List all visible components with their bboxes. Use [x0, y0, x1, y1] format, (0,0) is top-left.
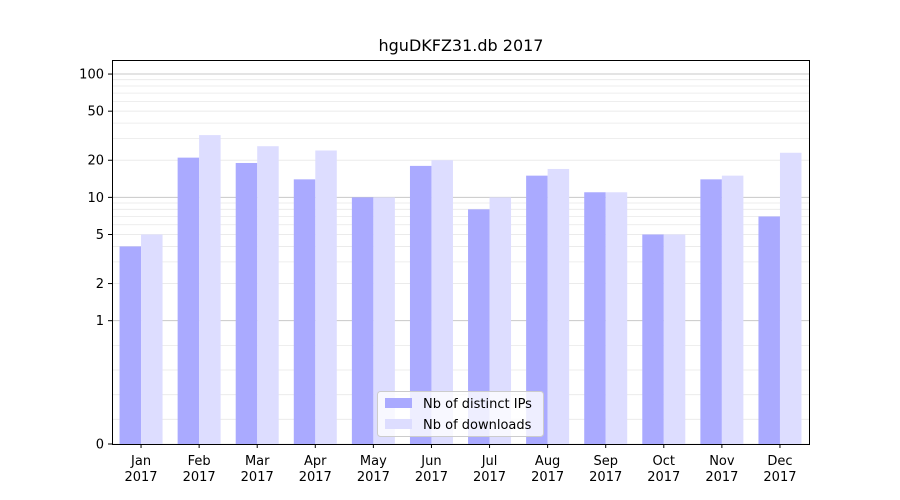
x-tick-label: Aug 2017	[531, 454, 564, 485]
bar-nb-of-distinct-ips-apr	[293, 179, 316, 444]
x-tick-label: May 2017	[357, 454, 390, 485]
bar-nb-of-distinct-ips-aug	[526, 175, 548, 444]
chart-title: hguDKFZ31.db 2017	[379, 36, 544, 55]
legend: Nb of distinct IPs Nb of downloads	[377, 391, 544, 437]
legend-frame	[377, 391, 544, 437]
x-tick-label: Nov 2017	[705, 454, 738, 485]
y-tick-label: 20	[87, 154, 104, 169]
bar-nb-of-downloads-nov	[721, 175, 744, 444]
legend-swatch	[385, 419, 412, 429]
x-tick-label: Sep 2017	[589, 454, 622, 485]
legend-label: Nb of distinct IPs	[423, 397, 532, 412]
y-axis: 0 1 2 5 10 20 50 100	[79, 68, 112, 453]
x-tick-label: Apr 2017	[299, 454, 332, 485]
bar-nb-of-downloads-mar	[257, 146, 279, 444]
bar-nb-of-distinct-ips-oct	[642, 234, 664, 444]
y-tick-label: 0	[96, 438, 104, 453]
x-tick-label: Jun 2017	[415, 454, 448, 485]
x-tick-label: Oct 2017	[647, 454, 680, 485]
bar-nb-of-downloads-oct	[663, 234, 686, 444]
bar-nb-of-downloads-dec	[779, 152, 802, 444]
bar-nb-of-distinct-ips-dec	[758, 216, 780, 444]
legend-label: Nb of downloads	[423, 418, 532, 433]
bar-nb-of-downloads-feb	[199, 135, 221, 444]
bars	[119, 135, 802, 444]
x-axis: Jan 2017 Feb 2017 Mar 2017 Apr 2017 May 2017 Jun 20…	[124, 444, 797, 485]
bar-nb-of-distinct-ips-mar	[235, 162, 258, 444]
y-tick-label: 5	[96, 228, 104, 243]
bar-nb-of-downloads-jan	[141, 234, 163, 444]
bar-nb-of-downloads-jun	[431, 160, 453, 444]
bar-nb-of-downloads-jul	[489, 197, 512, 444]
y-tick-label: 1	[96, 314, 104, 329]
bar-nb-of-distinct-ips-jan	[119, 246, 142, 444]
x-tick-label: Mar 2017	[241, 454, 274, 485]
x-tick-label: Jul 2017	[473, 454, 506, 485]
y-tick-label: 10	[87, 191, 104, 206]
bar-nb-of-distinct-ips-jul	[468, 209, 490, 444]
bar-nb-of-distinct-ips-may	[351, 197, 374, 444]
bar-nb-of-distinct-ips-jun	[409, 165, 432, 444]
bar-nb-of-downloads-may	[373, 197, 395, 444]
y-tick-label: 2	[96, 277, 104, 292]
bar-nb-of-downloads-apr	[315, 150, 337, 444]
bar-nb-of-distinct-ips-sep	[584, 192, 606, 444]
bar-nb-of-distinct-ips-nov	[700, 179, 722, 444]
grid	[112, 73, 809, 445]
bar-nb-of-downloads-aug	[547, 168, 570, 444]
x-tick-label: Feb 2017	[183, 454, 216, 485]
bar-nb-of-downloads-sep	[605, 192, 628, 444]
y-tick-label: 100	[79, 68, 104, 83]
bar-nb-of-distinct-ips-feb	[177, 157, 200, 444]
y-tick-label: 50	[87, 105, 104, 120]
x-tick-label: Dec 2017	[763, 454, 796, 485]
plot-frame	[112, 60, 810, 445]
x-tick-label: Jan 2017	[124, 454, 157, 485]
legend-swatch	[385, 398, 412, 408]
